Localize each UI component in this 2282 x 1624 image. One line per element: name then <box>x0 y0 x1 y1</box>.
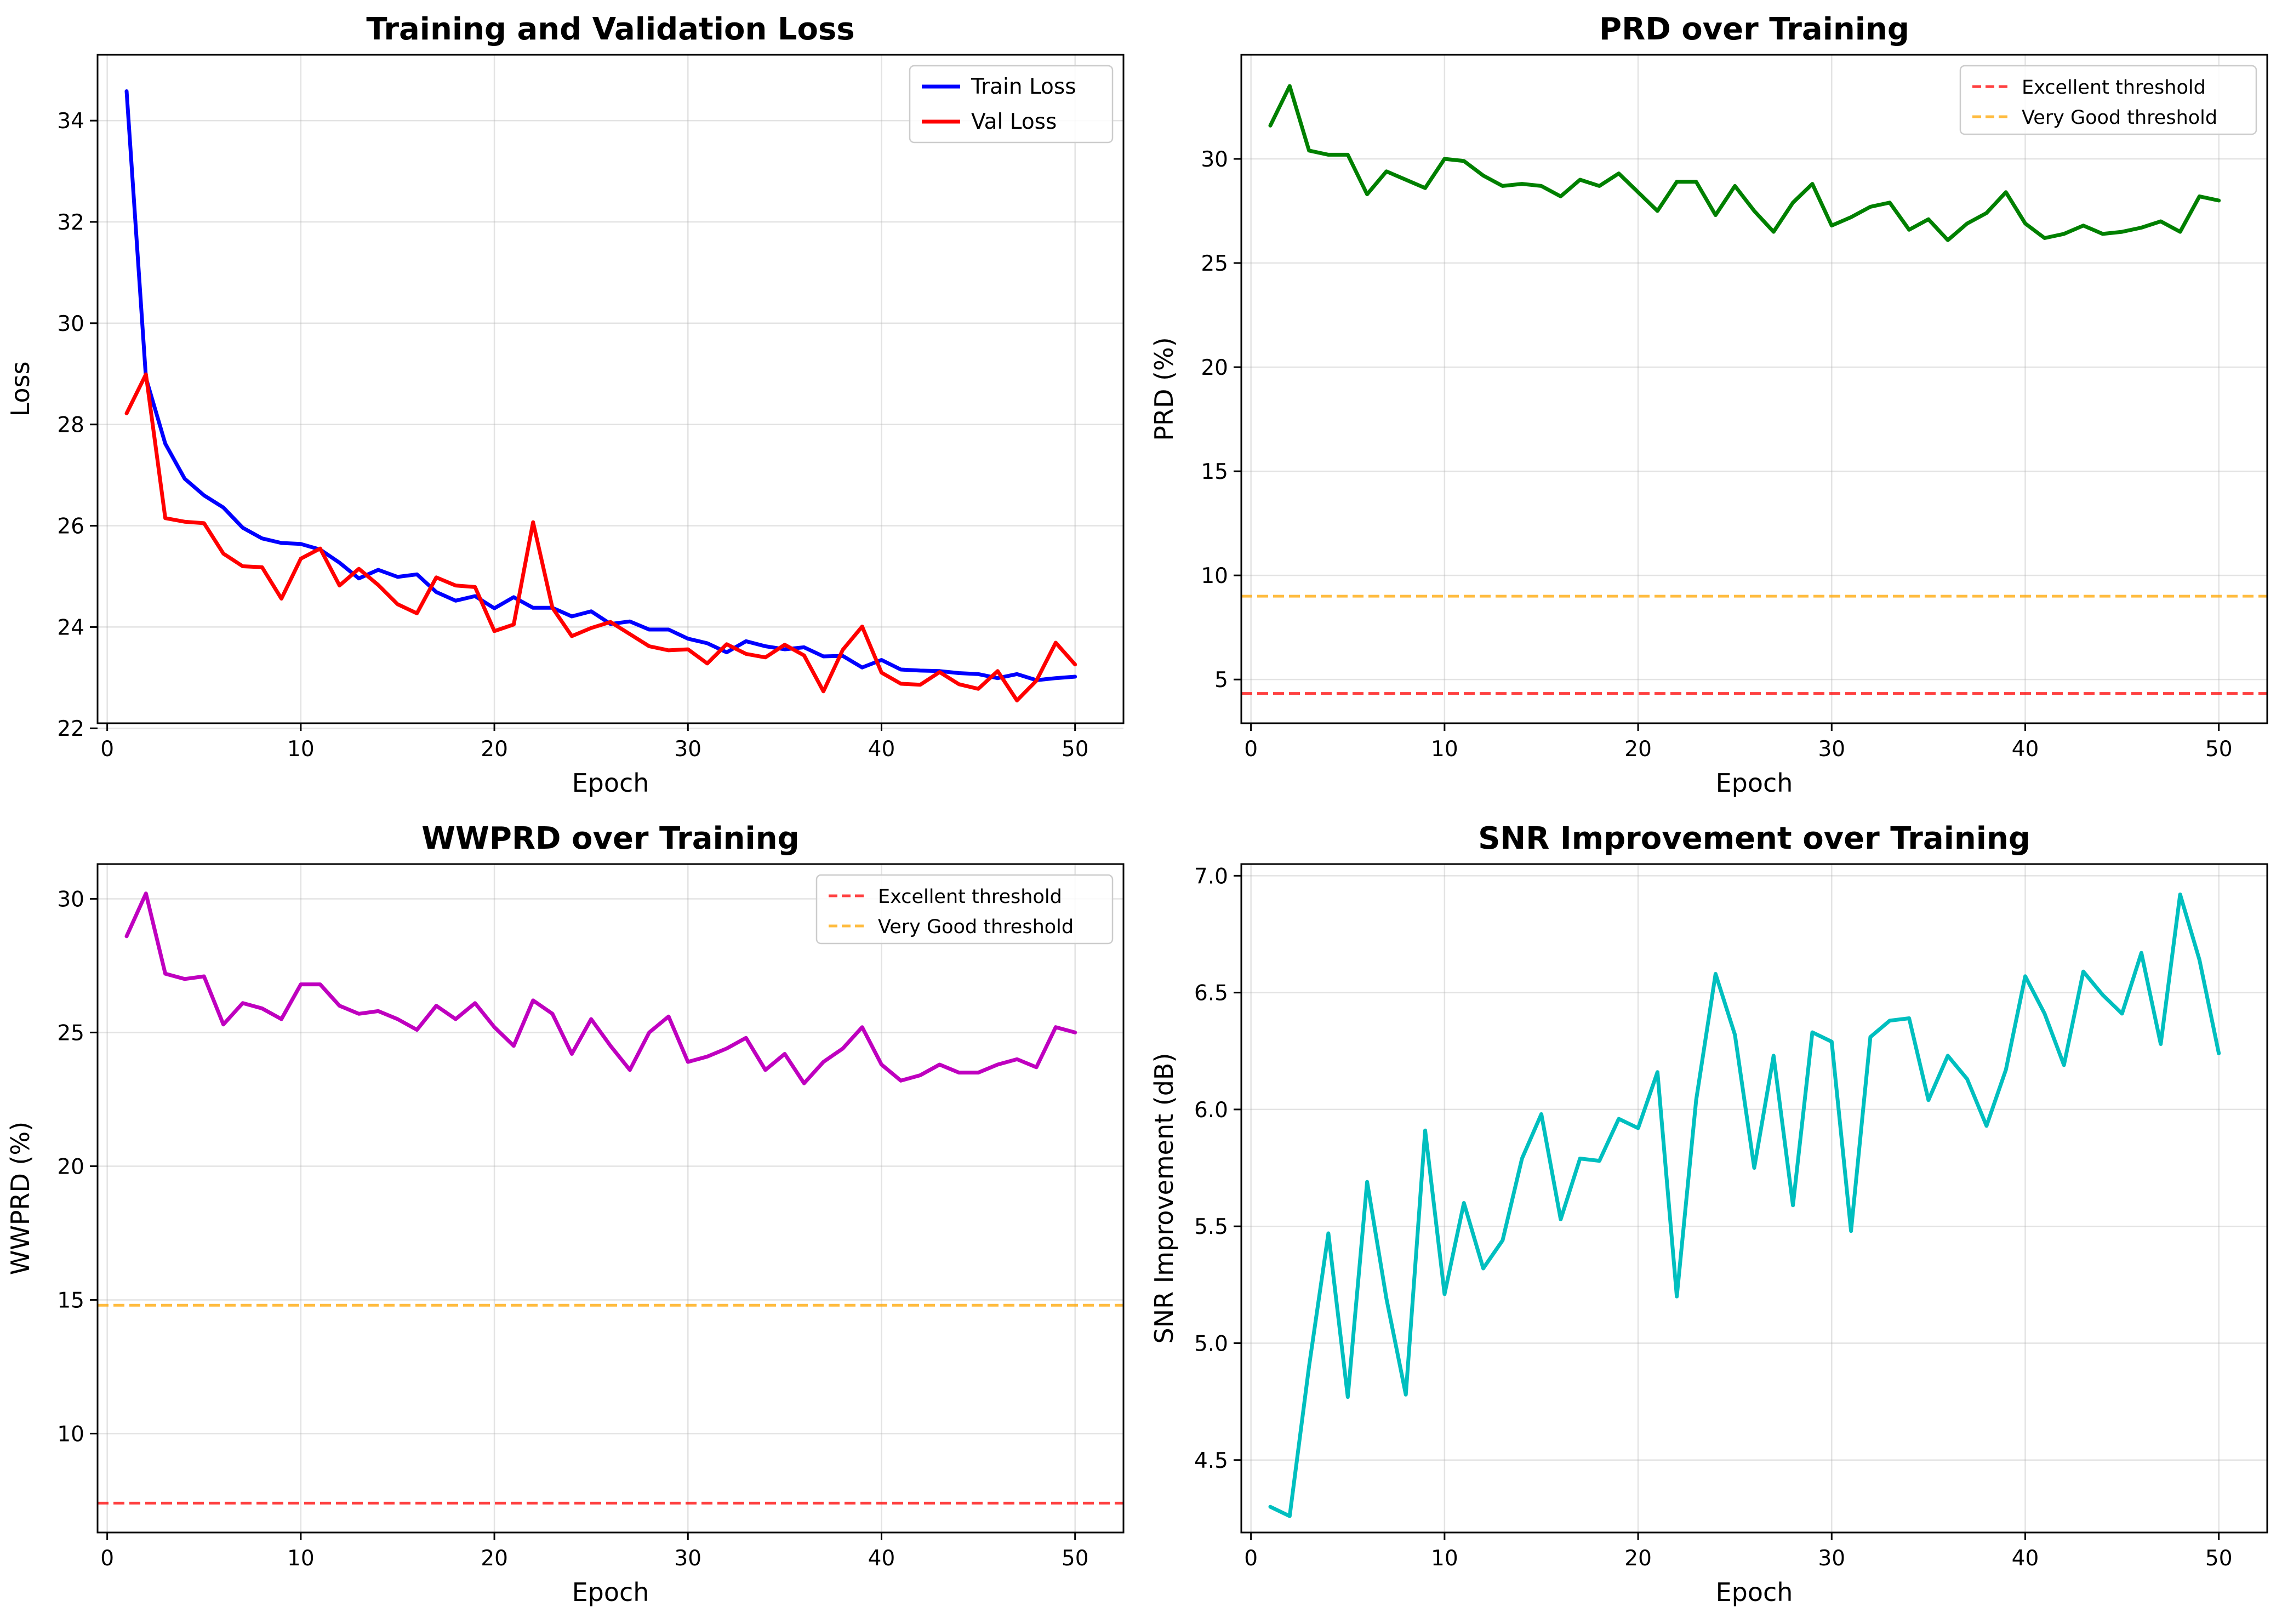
x-tick-label: 20 <box>1624 1546 1652 1571</box>
x-tick-label: 20 <box>481 737 508 762</box>
legend-entry-label: Very Good threshold <box>2022 107 2217 129</box>
series-line <box>1268 893 2221 1518</box>
loss-chart-panel: 0 10 20 30 40 50 22 24 26 28 30 32 34 Training and Va… <box>5 12 1125 798</box>
plot-area <box>1241 55 2267 723</box>
chart-title: WWPRD over Training <box>421 821 799 856</box>
y-tick-label: 5.5 <box>1194 1215 1228 1239</box>
axes-frame <box>96 863 1125 1534</box>
plot-area <box>98 55 1123 723</box>
legend-entry-label: Excellent threshold <box>878 886 1062 908</box>
y-tick-label: 10 <box>57 1422 84 1446</box>
snr-chart-panel: 0 10 20 30 40 50 4.5 5.0 5.5 6.0 6.5 7.0 SNR Improve… <box>1149 821 2268 1607</box>
y-tick-label: 10 <box>1201 564 1228 588</box>
series-line <box>124 891 1077 1085</box>
y-tick-label: 26 <box>57 514 84 539</box>
series-line <box>124 372 1077 702</box>
series-line <box>124 89 1077 682</box>
x-tick-label: 30 <box>674 1546 701 1571</box>
x-tick-label: 10 <box>1431 737 1458 762</box>
y-tick-label: 32 <box>57 210 84 235</box>
x-tick-label: 0 <box>1244 737 1258 762</box>
y-tick-label: 25 <box>1201 251 1228 276</box>
legend-entry-label: Very Good threshold <box>878 916 1074 938</box>
x-tick-label: 40 <box>2012 1546 2039 1571</box>
legend-box <box>815 874 1114 945</box>
y-tick-label: 34 <box>57 109 84 134</box>
x-tick-label: 20 <box>481 1546 508 1571</box>
x-tick-label: 0 <box>100 1546 114 1571</box>
x-tick-label: 10 <box>1431 1546 1458 1571</box>
y-tick-label: 7.0 <box>1194 864 1228 889</box>
y-tick-label: 15 <box>57 1288 84 1313</box>
y-axis-label: PRD (%) <box>1149 337 1179 441</box>
legend-box <box>1959 65 2257 135</box>
y-tick-label: 25 <box>57 1021 84 1045</box>
legend-entry-label: Val Loss <box>971 110 1057 134</box>
y-tick-label: 4.5 <box>1194 1449 1228 1473</box>
x-tick-label: 50 <box>1062 1546 1089 1571</box>
axes-frame <box>1240 54 2268 724</box>
x-tick-label: 40 <box>868 737 895 762</box>
x-tick-label: 20 <box>1624 737 1652 762</box>
y-tick-label: 28 <box>57 413 84 438</box>
y-tick-label: 15 <box>1201 460 1228 484</box>
chart-title: SNR Improvement over Training <box>1478 821 2030 856</box>
y-tick-label: 5.0 <box>1194 1331 1228 1356</box>
legend-entry-label: Excellent threshold <box>2022 77 2206 99</box>
chart-title: Training and Validation Loss <box>366 12 854 47</box>
axes-frame <box>1240 863 2268 1534</box>
x-tick-label: 0 <box>100 737 114 762</box>
plot-area <box>98 864 1123 1532</box>
legend-box <box>909 65 1114 144</box>
x-axis-label: Epoch <box>572 768 649 798</box>
x-tick-label: 30 <box>1818 737 1845 762</box>
x-tick-label: 10 <box>287 737 315 762</box>
x-tick-label: 10 <box>287 1546 315 1571</box>
x-tick-label: 50 <box>2205 737 2233 762</box>
x-tick-label: 0 <box>1244 1546 1258 1571</box>
axes-frame <box>96 54 1125 724</box>
x-tick-label: 40 <box>2012 737 2039 762</box>
legend-entry-label: Train Loss <box>971 75 1076 99</box>
y-tick-label: 30 <box>57 887 84 912</box>
x-axis-label: Epoch <box>572 1577 649 1607</box>
y-tick-label: 22 <box>57 717 84 741</box>
plot-area <box>1241 864 2267 1532</box>
y-tick-label: 30 <box>57 312 84 336</box>
y-tick-label: 6.0 <box>1194 1098 1228 1123</box>
x-tick-label: 50 <box>1062 737 1089 762</box>
x-tick-label: 30 <box>674 737 701 762</box>
series-line <box>1268 84 2221 242</box>
y-tick-label: 30 <box>1201 147 1228 172</box>
y-axis-label: WWPRD (%) <box>5 1122 35 1275</box>
x-tick-label: 40 <box>868 1546 895 1571</box>
x-tick-label: 50 <box>2205 1546 2233 1571</box>
x-axis-label: Epoch <box>1716 768 1793 798</box>
y-axis-label: SNR Improvement (dB) <box>1149 1053 1179 1344</box>
wwprd-chart-panel: 0 10 20 30 40 50 10 15 20 25 30 WWPRD over Training… <box>5 821 1125 1607</box>
y-tick-label: 20 <box>1201 356 1228 380</box>
y-tick-label: 5 <box>1214 668 1228 693</box>
y-tick-label: 6.5 <box>1194 981 1228 1006</box>
chart-title: PRD over Training <box>1599 12 1909 47</box>
x-axis-label: Epoch <box>1716 1577 1793 1607</box>
prd-chart-panel: 0 10 20 30 40 50 5 10 15 20 25 30 PRD over Training E… <box>1149 12 2268 798</box>
x-tick-label: 30 <box>1818 1546 1845 1571</box>
y-tick-label: 24 <box>57 615 84 640</box>
y-tick-label: 20 <box>57 1154 84 1179</box>
y-axis-label: Loss <box>5 362 35 417</box>
